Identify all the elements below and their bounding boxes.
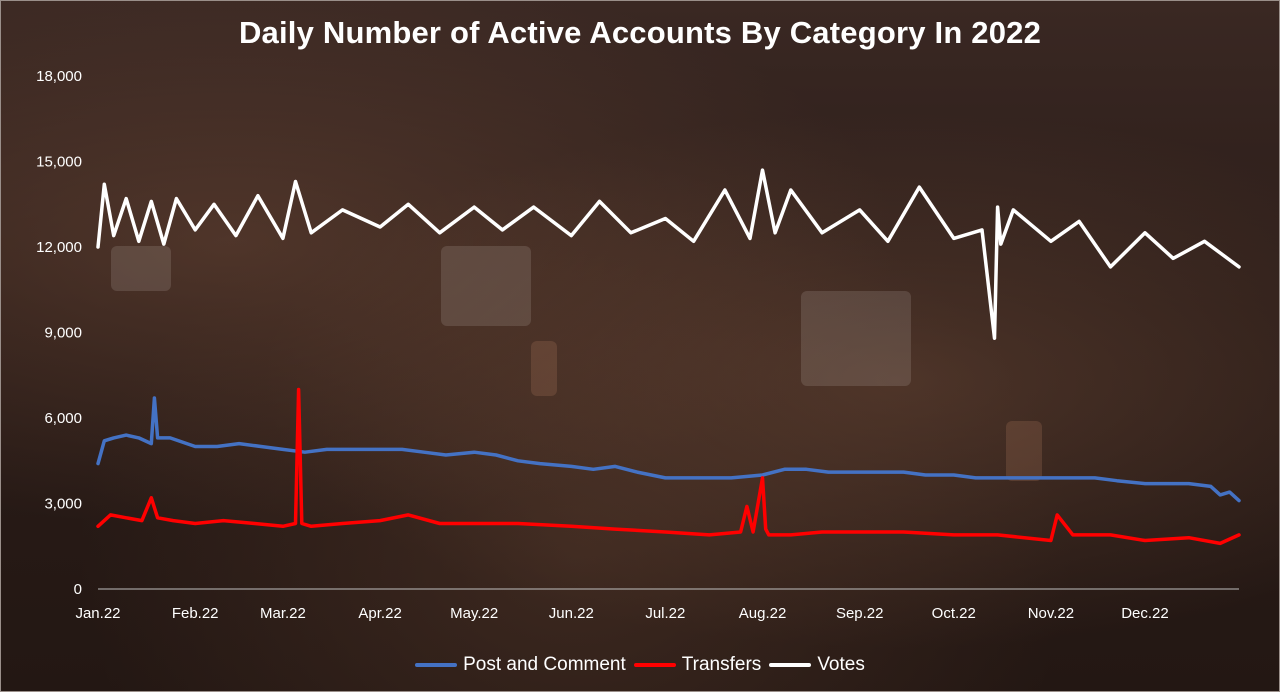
x-tick-label: Jun.22: [549, 605, 594, 622]
background-laptop-shape: [111, 246, 171, 291]
legend-item: Post and Comment: [415, 654, 626, 676]
legend-swatch: [769, 663, 812, 667]
legend-item: Transfers: [633, 654, 762, 676]
series-line-post-and-comment: [96, 396, 1241, 503]
y-axis-ticks: 0 3,000 6,000 9,000 12,000 15,000 18,000: [36, 68, 82, 598]
x-tick-label: Jan.22: [75, 605, 120, 622]
series-line-votes: [96, 168, 1241, 340]
legend-label: Transfers: [681, 654, 762, 675]
background-cup-shape: [531, 341, 557, 396]
legend-swatch: [415, 663, 458, 667]
y-tick-label: 9,000: [44, 325, 82, 342]
y-tick-label: 15,000: [36, 154, 82, 171]
legend-swatch: [633, 663, 676, 667]
x-tick-label: Jul.22: [645, 605, 685, 622]
y-tick-label: 18,000: [36, 68, 82, 85]
series-line-transfers: [96, 387, 1241, 546]
x-tick-label: Dec.22: [1121, 605, 1169, 622]
legend: Post and Comment Transfers Votes: [1, 654, 1279, 676]
x-axis-ticks: Jan.22 Feb.22 Mar.22 Apr.22 May.22 Jun.22 Jul.…: [75, 605, 1168, 622]
x-tick-label: Sep.22: [836, 605, 884, 622]
x-tick-label: Apr.22: [358, 605, 401, 622]
y-tick-label: 3,000: [44, 496, 82, 513]
legend-label: Votes: [817, 654, 865, 675]
x-tick-label: Aug.22: [739, 605, 787, 622]
series-lines: [96, 168, 1241, 546]
background-laptop-shape: [801, 291, 911, 386]
y-tick-label: 0: [74, 581, 82, 598]
background-cup-shape: [1006, 421, 1042, 481]
legend-label: Post and Comment: [463, 654, 626, 675]
x-tick-label: May.22: [450, 605, 498, 622]
x-tick-label: Nov.22: [1028, 605, 1074, 622]
y-tick-label: 12,000: [36, 239, 82, 256]
x-tick-label: Oct.22: [932, 605, 976, 622]
x-tick-label: Mar.22: [260, 605, 306, 622]
chart-title: Daily Number of Active Accounts By Categ…: [238, 15, 1042, 50]
x-tick-label: Feb.22: [172, 605, 219, 622]
legend-item: Votes: [769, 654, 865, 676]
y-tick-label: 6,000: [44, 410, 82, 427]
background-laptop-shape: [441, 246, 531, 326]
